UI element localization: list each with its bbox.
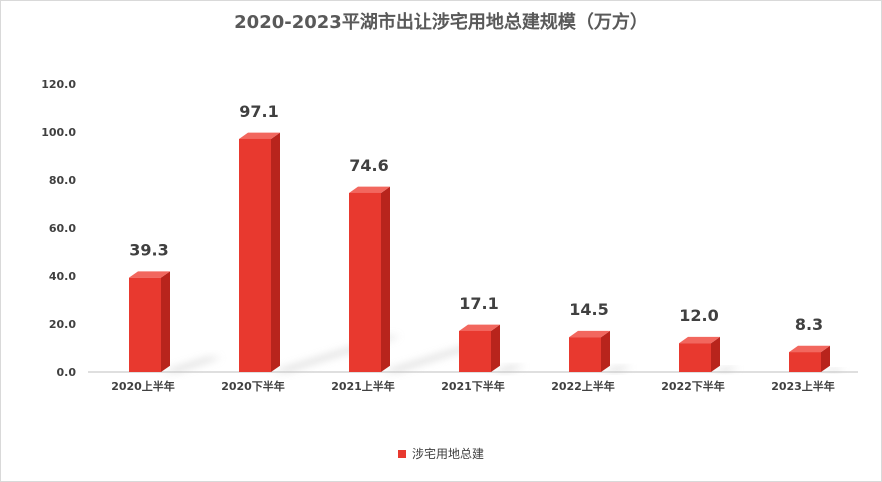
legend-swatch [397, 449, 406, 458]
y-tick-label: 60.0 [49, 222, 76, 235]
y-tick-label: 20.0 [49, 318, 76, 331]
bars [129, 132, 830, 372]
data-label: 17.1 [459, 294, 498, 313]
bar-top [129, 271, 170, 278]
chart-title: 2020-2023平湖市出让涉宅用地总建规模（万方） [234, 12, 648, 33]
y-tick-label: 0.0 [57, 366, 77, 379]
bar-shadow [381, 344, 484, 372]
bar [129, 277, 161, 372]
x-tick-label: 2022下半年 [661, 379, 725, 393]
bar-shadow [821, 368, 845, 372]
labels: 39.3 2020上半年 97.1 2020下半年 74.6 2021上半年 17.1 202… [111, 102, 835, 393]
y-tick-label: 100.0 [41, 126, 76, 139]
data-label: 14.5 [569, 300, 608, 319]
x-tick-label: 2020上半年 [111, 379, 175, 393]
bar [349, 192, 381, 372]
bar-top [679, 336, 720, 344]
bar [569, 337, 601, 372]
bar-shadow [491, 365, 526, 372]
bar-top [569, 330, 610, 338]
bar-top [789, 345, 830, 353]
axes: 0.0 20.0 40.0 60.0 80.0 100.0 120.0 [41, 78, 858, 379]
legend: 涉宅用地总建 [1, 445, 881, 462]
bar [789, 352, 821, 372]
x-tick-label: 2021上半年 [331, 379, 395, 393]
bar-top [349, 186, 390, 193]
bar-side [821, 345, 830, 372]
x-tick-label: 2023上半年 [771, 379, 835, 393]
y-tick-label: 80.0 [49, 174, 76, 187]
bar-side [381, 186, 390, 372]
x-tick-label: 2022上半年 [551, 379, 615, 393]
bar-top [459, 324, 500, 331]
data-label: 39.3 [129, 241, 168, 260]
y-tick-label: 120.0 [41, 78, 76, 91]
bar [459, 330, 491, 372]
data-label: 74.6 [349, 156, 388, 175]
x-tick-label: 2020下半年 [221, 379, 285, 393]
bar-side [491, 324, 500, 372]
data-label: 8.3 [795, 315, 823, 334]
bar [239, 138, 271, 372]
bar-shadow [711, 367, 740, 372]
data-label: 97.1 [239, 102, 278, 121]
bar-top [239, 132, 280, 139]
bar-side [601, 330, 610, 372]
bar [679, 343, 711, 372]
bar-side [711, 336, 720, 372]
bar-side [161, 271, 170, 372]
bar-shadow [161, 357, 222, 372]
legend-label: 涉宅用地总建 [411, 447, 484, 461]
y-tick-label: 40.0 [49, 270, 76, 283]
x-tick-label: 2021下半年 [441, 379, 505, 393]
bar-shadow [601, 366, 633, 372]
bar-side [271, 132, 280, 372]
data-label: 12.0 [679, 306, 718, 325]
